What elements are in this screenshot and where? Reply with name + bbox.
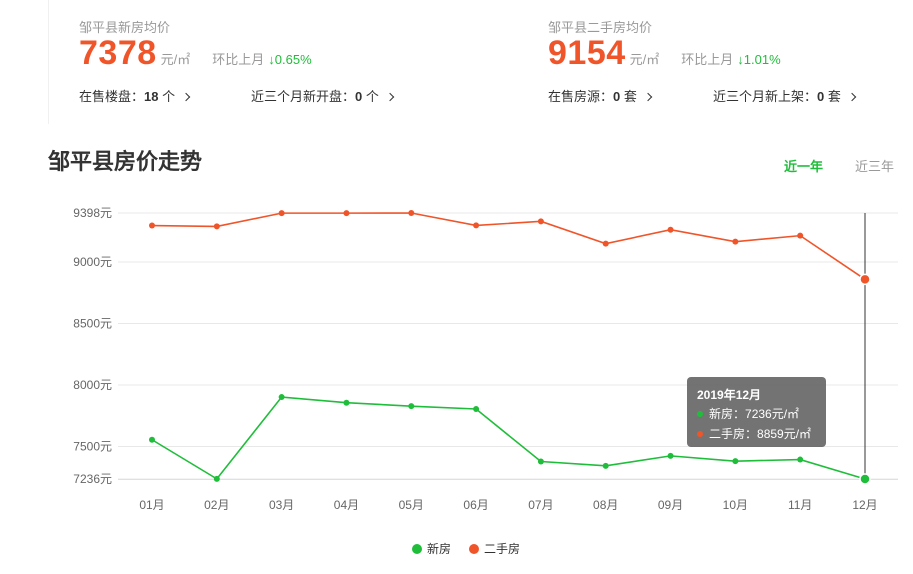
x-tick-label: 11月 — [788, 498, 812, 512]
second-hand-title: 邹平县二手房均价 — [548, 20, 653, 35]
data-point — [797, 232, 804, 239]
legend-item-new[interactable]: 新房 — [412, 540, 451, 557]
chevron-right-icon — [643, 92, 653, 102]
second-hand-on-sale-link[interactable]: 在售房源：0 套 — [548, 86, 653, 105]
on-sale-count: 18 — [144, 89, 159, 104]
trend-title: 邹平县房价走势 — [48, 149, 203, 174]
chevron-right-icon — [385, 92, 395, 102]
legend-dot-icon — [412, 543, 422, 554]
second-dot-icon — [697, 431, 703, 437]
x-tick-label: 01月 — [139, 498, 164, 512]
data-point — [859, 473, 871, 485]
data-point — [797, 456, 804, 463]
data-point — [149, 222, 155, 229]
second-hand-change-value: ↓1.01% — [737, 52, 781, 67]
new-house-price-unit: 元/㎡ — [160, 52, 191, 67]
new-house-change-label: 环比上月 — [212, 52, 265, 67]
recent-label: 近三个月新开盘： — [251, 89, 356, 104]
chevron-right-icon — [181, 92, 191, 102]
new-house-on-sale-link[interactable]: 在售楼盘：18 个 — [79, 86, 191, 105]
second-hand-price-row: 9154 元/㎡ 环比上月 ↓1.01% — [548, 34, 781, 73]
x-tick-label: 03月 — [269, 498, 294, 512]
y-tick-label: 7236元 — [73, 472, 112, 486]
tooltip-new-value: 7236元/㎡ — [745, 407, 800, 421]
series-line-second — [151, 212, 866, 280]
second-hand-change-label: 环比上月 — [681, 52, 734, 67]
data-point — [859, 273, 871, 286]
recent-unit: 个 — [362, 89, 379, 104]
new-house-price: 7378 — [79, 34, 157, 72]
data-point — [602, 462, 609, 469]
recent-count: 0 — [817, 89, 825, 104]
on-sale-label: 在售楼盘： — [79, 89, 145, 104]
data-point — [732, 238, 739, 245]
second-hand-price-unit: 元/㎡ — [629, 52, 660, 67]
new-house-price-row: 7378 元/㎡ 环比上月 ↓0.65% — [79, 34, 312, 73]
y-tick-label: 8000元 — [73, 378, 112, 392]
recent-unit: 套 — [824, 89, 841, 104]
chevron-right-icon — [847, 92, 857, 102]
legend-item-second[interactable]: 二手房 — [469, 540, 520, 557]
tooltip-second-row: 二手房：8859元/㎡ — [697, 425, 811, 442]
x-tick-label: 07月 — [528, 498, 553, 512]
data-point — [278, 394, 285, 401]
x-tick-label: 04月 — [334, 498, 359, 512]
x-tick-label: 06月 — [463, 498, 488, 512]
x-tick-label: 08月 — [593, 498, 618, 512]
data-point — [667, 226, 674, 233]
tab-one-year[interactable]: 近一年 — [784, 159, 824, 174]
x-tick-label: 12月 — [852, 498, 877, 512]
second-hand-recent-link[interactable]: 近三个月新上架：0 套 — [713, 86, 857, 105]
data-point — [537, 458, 544, 465]
new-house-recent-link[interactable]: 近三个月新开盘：0 个 — [251, 86, 395, 105]
data-point — [213, 475, 220, 482]
data-point — [537, 218, 544, 225]
data-point — [602, 240, 609, 247]
second-hand-card: 邹平县二手房均价 9154 元/㎡ 环比上月 ↓1.01% 在售房源：0 套 近… — [518, 0, 898, 124]
new-dot-icon — [697, 411, 703, 417]
data-point — [278, 210, 285, 217]
data-point — [667, 452, 674, 459]
data-point — [732, 458, 739, 465]
x-tick-label: 05月 — [399, 498, 424, 512]
recent-label: 近三个月新上架： — [713, 89, 818, 104]
new-house-title: 邹平县新房均价 — [79, 20, 171, 35]
y-tick-label: 9000元 — [73, 255, 112, 269]
on-sale-count: 0 — [613, 89, 621, 104]
tooltip-title: 2019年12月 — [697, 388, 762, 402]
price-trend-chart: 7236元 7500元 8000元 8500元 9000元 9398元 01月 02月 03月 0… — [73, 206, 898, 512]
y-tick-label: 7500元 — [73, 440, 112, 454]
series-line-new — [151, 396, 866, 480]
new-house-change-value: ↓0.65% — [268, 52, 312, 67]
data-point — [408, 403, 415, 410]
data-point — [149, 436, 155, 443]
tooltip-second-value: 8859元/㎡ — [757, 427, 812, 441]
tooltip-second-label: 二手房： — [709, 427, 758, 441]
data-point — [473, 222, 480, 229]
y-tick-label: 9398元 — [73, 206, 112, 220]
legend-label-new: 新房 — [427, 542, 452, 556]
x-tick-label: 09月 — [658, 498, 683, 512]
second-hand-price: 9154 — [548, 34, 626, 72]
legend-dot-icon — [469, 543, 480, 554]
on-sale-unit: 套 — [620, 89, 637, 104]
tooltip-new-row: 新房：7236元/㎡ — [697, 405, 799, 422]
data-point — [213, 223, 220, 230]
tooltip-new-label: 新房： — [709, 407, 746, 421]
data-point — [408, 210, 415, 216]
x-tick-label: 10月 — [723, 498, 748, 512]
data-point — [343, 210, 350, 217]
data-point — [343, 399, 350, 406]
on-sale-label: 在售房源： — [548, 89, 614, 104]
data-point — [473, 405, 480, 412]
x-tick-label: 02月 — [204, 498, 229, 512]
tab-three-years[interactable]: 近三年 — [855, 159, 895, 174]
chart-tooltip: 2019年12月 新房：7236元/㎡ 二手房：8859元/㎡ — [687, 377, 826, 447]
y-tick-label: 8500元 — [73, 316, 112, 330]
chart-legend: 新房 二手房 — [412, 540, 538, 557]
legend-label-second: 二手房 — [484, 542, 521, 556]
new-house-card: 邹平县新房均价 7378 元/㎡ 环比上月 ↓0.65% 在售楼盘：18 个 近… — [48, 0, 509, 124]
on-sale-unit: 个 — [158, 89, 176, 104]
recent-count: 0 — [355, 89, 363, 104]
